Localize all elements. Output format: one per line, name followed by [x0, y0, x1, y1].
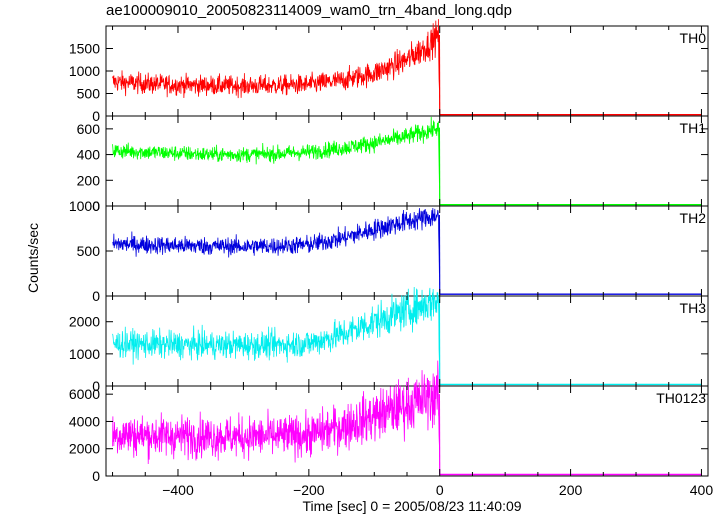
y-tick-label: 0 — [92, 468, 100, 484]
panel-frame — [105, 25, 709, 117]
y-tick-label: 600 — [77, 121, 101, 137]
x-tick-label: −200 — [293, 482, 325, 498]
y-tick-label: 1000 — [69, 346, 100, 362]
series-line-th1 — [112, 116, 440, 184]
y-tick-label: 2000 — [69, 314, 100, 330]
x-tick-label: 400 — [690, 482, 714, 498]
y-tick-label: 400 — [77, 147, 101, 163]
series-line-th2 — [112, 207, 440, 274]
series-line-th3 — [112, 287, 440, 365]
x-tick-label: −400 — [162, 482, 194, 498]
y-tick-label: 0 — [92, 288, 100, 304]
x-tick-label: 0 — [436, 482, 444, 498]
y-tick-label: 4000 — [69, 413, 100, 429]
y-tick-label: 2000 — [69, 441, 100, 457]
y-tick-label: 500 — [77, 243, 101, 259]
panel-label-th3: TH3 — [680, 300, 707, 316]
panel-label-th2: TH2 — [680, 210, 707, 226]
y-tick-label: 500 — [77, 86, 101, 102]
y-tick-label: 0 — [92, 108, 100, 124]
panel-label-th0: TH0 — [680, 30, 707, 46]
panel-frame — [105, 295, 709, 387]
panel-label-th0123: TH0123 — [656, 390, 706, 406]
y-tick-label: 6000 — [69, 386, 100, 402]
x-tick-label: 200 — [559, 482, 583, 498]
y-tick-label: 200 — [77, 172, 101, 188]
y-tick-label: 1000 — [69, 63, 100, 79]
panel-label-th1: TH1 — [680, 120, 707, 136]
y-tick-label: 0 — [92, 378, 100, 394]
series-line-th0 — [112, 19, 440, 99]
series-line-th0123 — [112, 360, 440, 464]
y-tick-label: 0 — [92, 198, 100, 214]
panel-frame — [105, 115, 709, 207]
chart-title: ae100009010_20050823114009_wam0_trn_4ban… — [106, 2, 512, 19]
x-axis-label: Time [sec] 0 = 2005/08/23 11:40:09 — [302, 498, 522, 514]
y-tick-label: 1500 — [69, 41, 100, 57]
y-tick-label: 1000 — [69, 198, 100, 214]
